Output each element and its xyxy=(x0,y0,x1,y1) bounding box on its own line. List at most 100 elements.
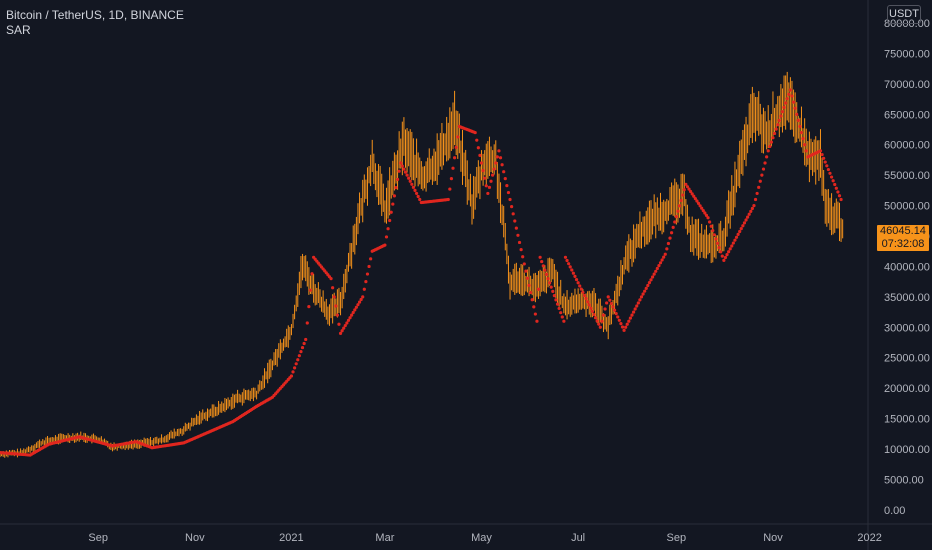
y-tick-label: 60000.00 xyxy=(884,140,930,152)
sar-dot xyxy=(532,305,536,309)
sar-dot xyxy=(565,258,569,263)
sar-dot xyxy=(698,204,702,208)
sar-dot xyxy=(709,224,713,228)
sar-dot xyxy=(647,281,652,285)
sar-dot xyxy=(510,205,514,209)
sar-dot xyxy=(753,197,758,202)
sar-dot xyxy=(579,287,583,291)
sar-dot xyxy=(541,264,545,268)
sar-dot xyxy=(483,176,487,180)
sar-dot xyxy=(696,201,701,206)
sar-dot xyxy=(552,294,556,298)
sar-dot xyxy=(818,149,823,153)
sar-dot xyxy=(570,268,574,272)
sar-dot xyxy=(329,277,333,281)
sar-dot xyxy=(790,94,794,98)
sar-dot xyxy=(823,160,827,164)
x-tick-label: 2021 xyxy=(279,532,303,544)
sar-dot xyxy=(413,188,417,192)
sar-dot xyxy=(731,241,735,245)
sar-dot xyxy=(714,237,718,241)
sar-dot xyxy=(722,258,726,262)
sar-dot xyxy=(586,300,590,304)
sar-dot xyxy=(359,297,363,302)
sar-dot xyxy=(774,127,778,131)
sar-dot xyxy=(362,287,366,291)
sar-dot xyxy=(834,186,838,190)
sar-dot xyxy=(574,277,579,282)
sar-dot xyxy=(630,313,634,317)
price-axis[interactable]: 0.00 5000.00 10000.00 15000.00 20000.00 25000… xyxy=(884,18,930,517)
sar-dot xyxy=(758,179,762,183)
sar-dot xyxy=(782,105,786,109)
sar-dot xyxy=(684,182,688,186)
sar-dot xyxy=(752,203,756,208)
sar-dot xyxy=(584,297,588,301)
sar-dot xyxy=(487,185,492,189)
sar-dot xyxy=(609,301,614,306)
sar-dot xyxy=(546,277,550,281)
sar-dot xyxy=(597,322,601,326)
sar-dot xyxy=(568,265,572,269)
sar-dot xyxy=(723,255,728,260)
sar-dot xyxy=(639,295,644,299)
sar-dot xyxy=(500,163,504,167)
sar-dot xyxy=(733,238,737,242)
sar-dot xyxy=(388,218,392,223)
sar-dot xyxy=(337,322,341,326)
sar-dot xyxy=(641,292,645,296)
sar-dot xyxy=(587,303,591,307)
sar-dot xyxy=(801,137,805,141)
sar-dot xyxy=(481,169,485,173)
sar-dot xyxy=(727,250,731,254)
sar-dot xyxy=(400,164,404,168)
sar-dot xyxy=(708,220,712,224)
sar-dots xyxy=(0,88,843,457)
sar-dot xyxy=(631,310,636,314)
sar-dot xyxy=(669,231,674,235)
sar-dot xyxy=(836,190,840,194)
sar-dot xyxy=(593,316,598,320)
symbol-title[interactable]: Bitcoin / TetherUS, 1D, BINANCE xyxy=(6,8,184,22)
sar-dot xyxy=(338,331,343,335)
sar-dot xyxy=(452,156,457,160)
sar-dot xyxy=(334,304,338,308)
sar-dot xyxy=(739,227,743,231)
sar-dot xyxy=(536,287,541,291)
sar-dot xyxy=(484,184,488,188)
sar-dot xyxy=(451,166,455,170)
indicator-label[interactable]: SAR xyxy=(6,23,31,37)
sar-dot xyxy=(473,130,477,135)
sar-dot xyxy=(559,311,563,315)
sar-dot xyxy=(502,170,506,174)
sar-dot xyxy=(563,255,568,259)
sar-dot xyxy=(408,179,412,183)
sar-dot xyxy=(395,177,400,182)
sar-dot xyxy=(704,213,709,217)
sar-dot xyxy=(454,145,458,149)
currency-badge[interactable]: USDT xyxy=(887,5,921,24)
sar-dot xyxy=(476,146,480,150)
sar-dot xyxy=(582,293,587,298)
sar-dot xyxy=(346,318,351,322)
sar-dot xyxy=(796,118,800,122)
sar-dot xyxy=(448,187,452,191)
sar-dot xyxy=(529,290,533,295)
sar-dot xyxy=(662,255,666,259)
sar-dot xyxy=(293,366,297,370)
sar-dot xyxy=(624,325,628,329)
sar-dot xyxy=(551,289,555,293)
sar-dot xyxy=(289,374,294,378)
sar-dot xyxy=(617,318,621,322)
sar-dot xyxy=(741,224,745,228)
sar-dot xyxy=(725,252,729,257)
sar-dot xyxy=(495,155,499,159)
sar-dot xyxy=(350,313,354,317)
sar-dot xyxy=(760,173,764,177)
sar-dot xyxy=(557,306,561,311)
bar-countdown: 07:32:08 xyxy=(881,238,925,250)
sar-dot xyxy=(475,138,479,142)
time-axis[interactable]: Sep Nov 2021 Mar May Jul Sep Nov 2022 xyxy=(88,532,881,544)
sar-dot xyxy=(772,131,777,136)
